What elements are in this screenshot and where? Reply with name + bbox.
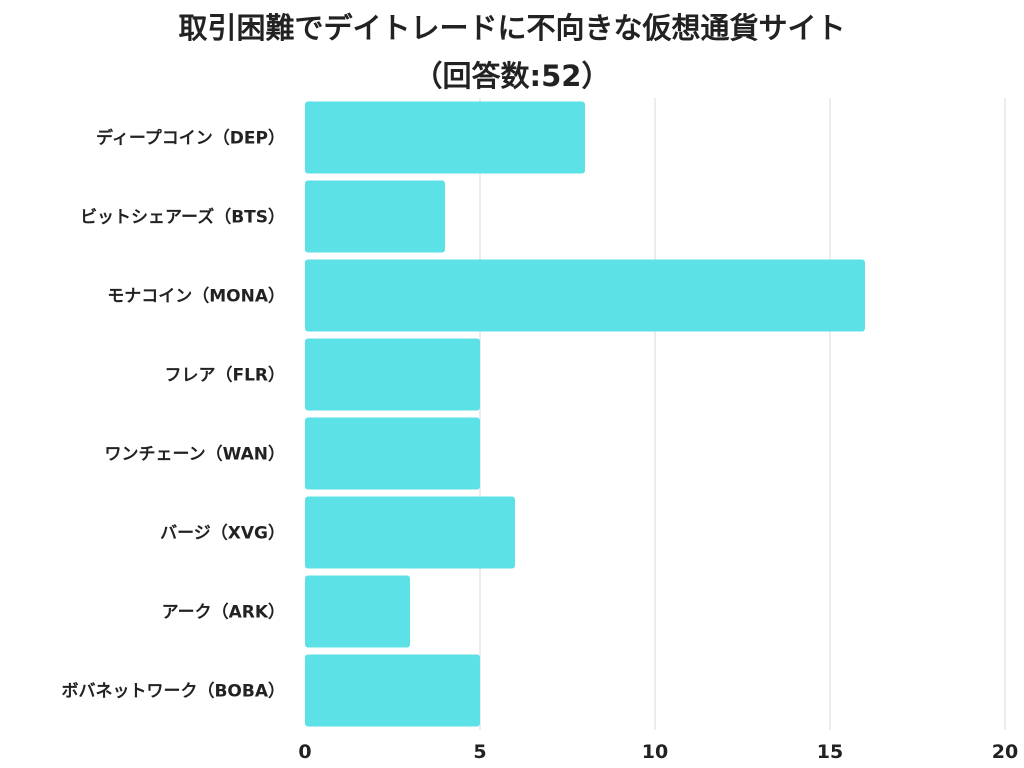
grid-lines: [479, 98, 1006, 730]
bar: [305, 575, 410, 648]
category-label: ボバネットワーク（BOBA）: [61, 681, 285, 702]
category-label: ビットシェアーズ（BTS）: [80, 207, 285, 228]
category-label: アーク（ARK）: [162, 602, 285, 623]
chart-subtitle: （回答数:52）: [413, 59, 611, 93]
x-tick-labels: 0 5 10 15 20: [298, 741, 1018, 763]
bars: [305, 101, 865, 727]
chart-title: 取引困難でデイトレードに不向きな仮想通貨サイト: [178, 11, 846, 45]
bar: [305, 654, 480, 727]
category-label: ワンチェーン（WAN）: [104, 444, 285, 465]
x-tick-label: 10: [642, 741, 668, 763]
bar: [305, 417, 480, 490]
category-label: バージ（XVG）: [160, 523, 285, 544]
bar: [305, 259, 865, 332]
x-tick-label: 15: [817, 741, 843, 763]
bar: [305, 180, 445, 253]
bar: [305, 338, 480, 411]
category-label: フレア（FLR）: [164, 365, 285, 386]
bar: [305, 496, 515, 569]
category-labels: ディープコイン（DEP） ビットシェアーズ（BTS） モナコイン（MONA） フレア（…: [61, 128, 285, 702]
x-tick-label: 20: [992, 741, 1018, 763]
category-label: ディープコイン（DEP）: [96, 128, 285, 149]
x-tick-label: 5: [473, 741, 486, 763]
x-tick-label: 0: [298, 741, 311, 763]
category-label: モナコイン（MONA）: [107, 286, 285, 307]
bar: [305, 101, 585, 174]
